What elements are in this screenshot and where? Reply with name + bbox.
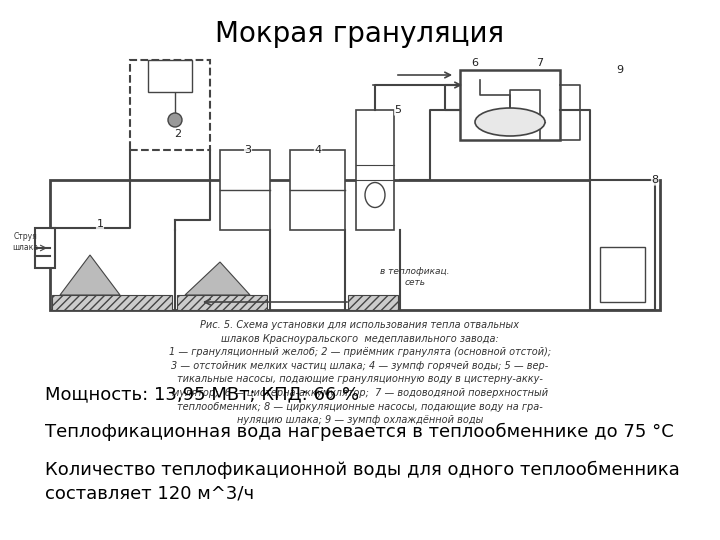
Text: Рис. 5. Схема установки для использования тепла отвальных
шлаков Красноуральског: Рис. 5. Схема установки для использовани… (169, 320, 551, 425)
Text: Количество теплофикационной воды для одного теплообменника
составляет 120 м^3/ч: Количество теплофикационной воды для одн… (45, 461, 680, 503)
Text: 8: 8 (652, 175, 659, 185)
Ellipse shape (475, 108, 545, 136)
Polygon shape (60, 255, 120, 295)
Text: в теплофикац.
сеть: в теплофикац. сеть (380, 267, 450, 287)
Text: 9: 9 (616, 65, 624, 75)
Text: 3: 3 (245, 145, 251, 155)
Circle shape (168, 113, 182, 127)
Bar (356, 110, 394, 230)
Bar (348, 295, 398, 310)
Text: 2: 2 (174, 129, 181, 139)
Text: Мокрая грануляция: Мокрая грануляция (215, 20, 505, 48)
Text: 6: 6 (472, 58, 479, 68)
Polygon shape (185, 262, 250, 295)
Bar (35, 228, 55, 268)
Ellipse shape (365, 183, 385, 207)
Bar (50, 180, 660, 310)
Text: Мощность: 13,95 МВт; КПД: 66 %: Мощность: 13,95 МВт; КПД: 66 % (45, 385, 359, 403)
Bar (177, 295, 267, 310)
Bar (290, 150, 345, 230)
Bar (460, 70, 560, 140)
Text: 1: 1 (96, 219, 104, 229)
Text: Струя
шлака: Струя шлака (12, 232, 38, 252)
Bar (130, 60, 210, 150)
Text: 4: 4 (315, 145, 322, 155)
Bar (590, 180, 655, 310)
Bar (220, 150, 270, 230)
Bar (600, 247, 645, 302)
Text: 7: 7 (536, 58, 544, 68)
Bar (52, 295, 172, 310)
Text: Теплофикационная вода нагревается в теплообменнике до 75 °С: Теплофикационная вода нагревается в тепл… (45, 423, 674, 441)
Bar (148, 60, 192, 92)
Text: 5: 5 (395, 105, 402, 115)
